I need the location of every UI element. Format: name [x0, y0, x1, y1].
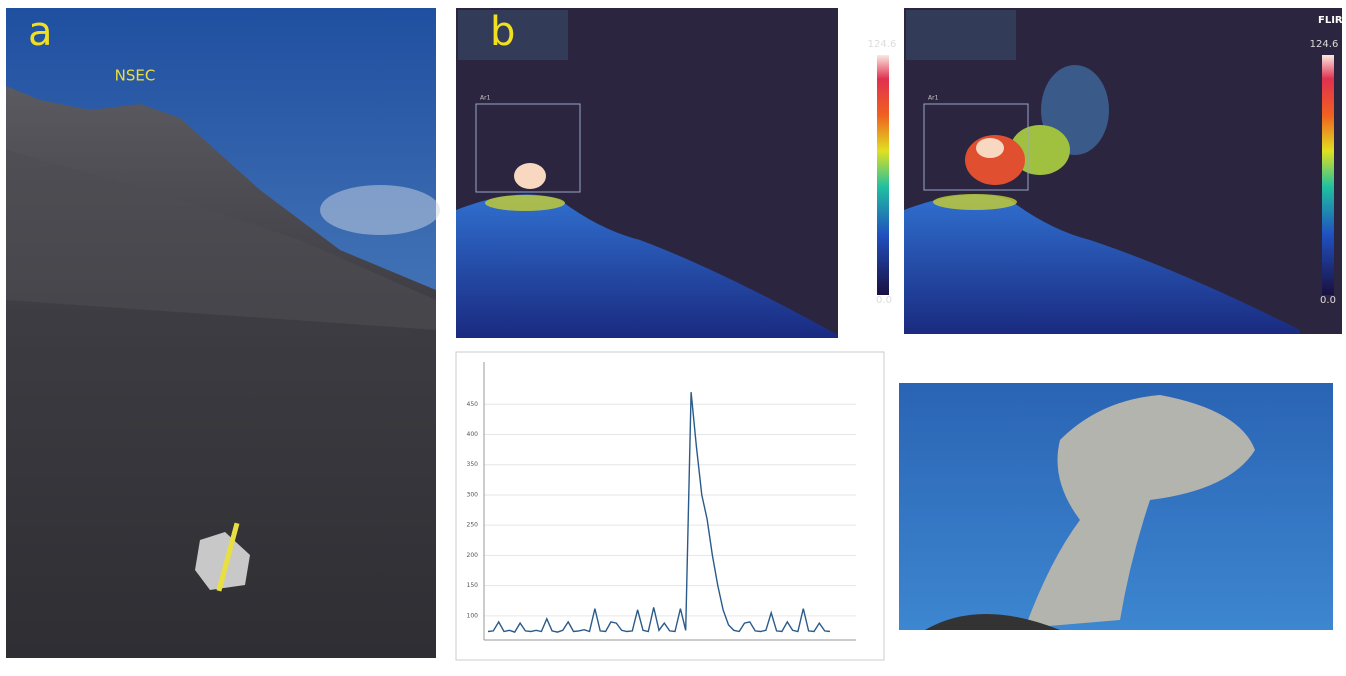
y-tick-label: 250	[467, 522, 479, 529]
annotation: NSEC	[115, 67, 156, 85]
page: {"panel_a": {"label": "a", "annotation":…	[0, 0, 1346, 676]
y-tick-label: 100	[467, 612, 479, 619]
brand: FLIR	[876, 15, 901, 26]
scale-min: 0.0	[876, 295, 892, 306]
roi-label: Ar1	[480, 95, 491, 102]
figure: a NSEC b FLIR 124.6 0.0 Ar1 FLIR 124.6 0…	[0, 0, 1346, 676]
scale-max: 124.6	[1310, 39, 1339, 50]
thermal-image: FLIR 124.6 0.0 Ar1	[904, 8, 1343, 334]
scale-max: 124.6	[868, 39, 897, 50]
y-tick-label: 200	[467, 552, 479, 559]
roi-label: Ar1	[928, 95, 939, 102]
brand: FLIR	[1318, 15, 1343, 26]
scale-min: 0.0	[1320, 295, 1336, 306]
photo-a: a NSEC	[6, 8, 440, 658]
y-tick-label: 450	[467, 401, 479, 408]
y-tick-label: 400	[467, 431, 479, 438]
chart-frame	[456, 352, 884, 660]
panel-label: a	[28, 9, 53, 55]
y-tick-label: 150	[467, 582, 479, 589]
photo-plume	[899, 383, 1333, 630]
panel-label: b	[490, 9, 515, 55]
thermal-image: b FLIR 124.6 0.0 Ar1	[456, 8, 901, 338]
y-tick-label: 350	[467, 461, 479, 468]
y-tick-label: 300	[467, 491, 479, 498]
